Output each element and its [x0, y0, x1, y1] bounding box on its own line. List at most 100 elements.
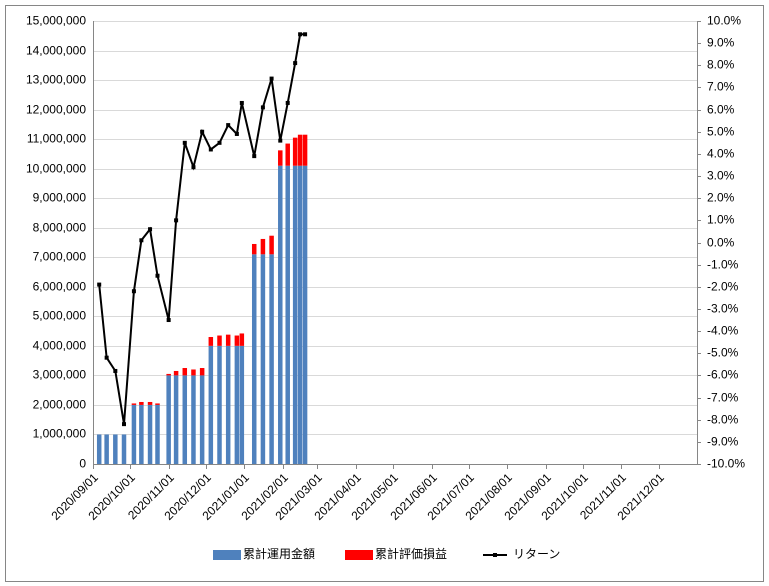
- legend-swatch: [213, 550, 241, 560]
- return-marker: [97, 282, 102, 287]
- return-marker: [155, 273, 160, 278]
- legend-swatch-marker: [493, 553, 497, 557]
- bar-gain: [191, 369, 196, 376]
- y-tick-label: 5,000,000: [33, 309, 87, 323]
- y2-tick-label: 1.0%: [707, 213, 735, 227]
- bar: [104, 434, 109, 464]
- bar-gain: [285, 143, 290, 166]
- y-tick-label: 8,000,000: [33, 221, 87, 235]
- y2-tick-label: 4.0%: [707, 147, 735, 161]
- return-marker: [260, 105, 265, 110]
- bar-gain: [131, 403, 137, 405]
- return-marker: [239, 100, 244, 105]
- bar: [302, 165, 308, 465]
- y2-tick-label: 10.0%: [707, 14, 741, 28]
- bar: [239, 345, 245, 464]
- return-marker: [293, 61, 298, 66]
- return-marker: [139, 238, 144, 243]
- return-marker: [131, 289, 136, 294]
- bar-gain: [292, 137, 298, 166]
- legend-label: 累計運用金額: [243, 546, 315, 561]
- bar-gain: [208, 337, 214, 346]
- return-marker: [303, 32, 308, 37]
- y2-tick-label: -2.0%: [707, 280, 739, 294]
- bar: [297, 165, 303, 465]
- y2-tick-label: 9.0%: [707, 36, 735, 50]
- y2-tick-label: -6.0%: [707, 368, 739, 382]
- return-marker: [285, 100, 290, 105]
- y-tick-label: 7,000,000: [33, 250, 87, 264]
- bar-gain: [269, 235, 274, 255]
- bar-gain: [239, 333, 245, 346]
- return-marker: [166, 318, 171, 323]
- return-marker: [252, 154, 257, 159]
- y2-tick-label: 6.0%: [707, 103, 735, 117]
- legend-label: リターン: [513, 547, 560, 561]
- return-marker: [298, 32, 303, 37]
- bar: [269, 254, 274, 464]
- y-tick-label: 13,000,000: [26, 73, 86, 87]
- y2-tick-label: -5.0%: [707, 346, 739, 360]
- y2-tick-label: -9.0%: [707, 435, 739, 449]
- bar: [260, 254, 266, 464]
- bar-gain: [199, 368, 205, 376]
- chart-border: [5, 5, 764, 582]
- return-marker: [226, 123, 231, 128]
- return-marker: [104, 355, 109, 360]
- y2-tick-label: -8.0%: [707, 413, 739, 427]
- y2-tick-label: 8.0%: [707, 58, 735, 72]
- bar: [225, 345, 231, 464]
- bar: [278, 165, 283, 465]
- y-tick-label: 6,000,000: [33, 280, 87, 294]
- bar-gain: [155, 403, 160, 405]
- return-marker: [234, 131, 239, 136]
- return-marker: [148, 227, 153, 232]
- y-tick-label: 12,000,000: [26, 103, 86, 117]
- y-tick-label: 4,000,000: [33, 339, 87, 353]
- y-tick-label: 10,000,000: [26, 162, 86, 176]
- y-tick-label: 15,000,000: [26, 14, 86, 28]
- y-tick-label: 9,000,000: [33, 191, 87, 205]
- return-marker: [122, 422, 127, 427]
- bar-gain: [225, 334, 231, 346]
- bar: [173, 375, 179, 464]
- bar: [139, 404, 144, 464]
- bar: [96, 434, 102, 464]
- bar: [113, 434, 118, 464]
- bar: [199, 375, 205, 464]
- bar-gain: [251, 243, 257, 255]
- return-marker: [217, 140, 222, 145]
- y2-tick-label: 5.0%: [707, 125, 735, 139]
- y2-tick-label: -1.0%: [707, 258, 739, 272]
- return-marker: [278, 138, 283, 143]
- bar: [155, 404, 160, 464]
- bar: [285, 165, 290, 465]
- return-marker: [208, 147, 213, 152]
- y2-tick-label: -4.0%: [707, 324, 739, 338]
- y-tick-label: 11,000,000: [27, 132, 86, 146]
- y-tick-label: 14,000,000: [26, 44, 86, 58]
- bar: [166, 375, 171, 464]
- y-tick-label: 3,000,000: [33, 368, 87, 382]
- return-marker: [174, 218, 179, 223]
- return-marker: [182, 140, 187, 145]
- bar-gain: [173, 370, 179, 376]
- bar: [292, 165, 298, 465]
- bar-gain: [147, 401, 153, 405]
- bar-gain: [139, 401, 144, 405]
- bar: [234, 345, 240, 464]
- y-tick-label: 1,000,000: [33, 427, 87, 441]
- y-tick-label: 2,000,000: [33, 398, 87, 412]
- bar: [191, 375, 196, 464]
- bar-gain: [182, 368, 188, 376]
- bar-gain: [166, 373, 171, 376]
- y-tick-label: 0: [79, 457, 86, 471]
- bar: [131, 404, 137, 464]
- bar: [251, 254, 257, 464]
- y2-tick-label: -7.0%: [707, 391, 739, 405]
- return-line: [98, 33, 306, 425]
- y2-tick-label: 2.0%: [707, 191, 735, 205]
- bar-gain: [302, 134, 308, 166]
